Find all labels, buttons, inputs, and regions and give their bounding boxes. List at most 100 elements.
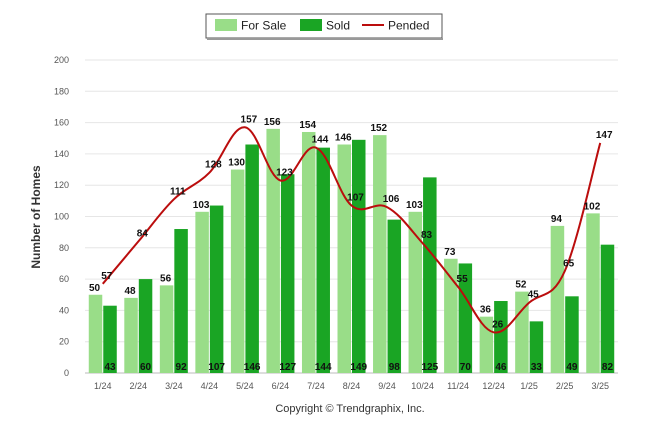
- for-sale-value-label: 56: [160, 273, 172, 284]
- y-tick-label: 40: [59, 305, 69, 315]
- x-tick-label: 1/24: [94, 381, 112, 391]
- pended-value-label: 84: [137, 229, 149, 240]
- pended-value-label: 147: [596, 130, 613, 141]
- copyright-text: Copyright © Trendgraphix, Inc.: [275, 403, 424, 415]
- sold-value-label: 146: [244, 362, 261, 373]
- legend-swatch: [215, 19, 237, 31]
- for-sale-value-label: 73: [444, 247, 456, 258]
- sold-bar: [138, 279, 153, 373]
- for-sale-value-label: 130: [228, 158, 245, 169]
- x-tick-label: 9/24: [378, 381, 396, 391]
- sold-value-label: 49: [566, 362, 578, 373]
- pended-value-label: 57: [101, 271, 113, 282]
- for-sale-value-label: 103: [406, 200, 423, 211]
- for-sale-value-label: 156: [264, 117, 281, 128]
- legend-box: [205, 13, 443, 39]
- y-tick-label: 100: [54, 212, 69, 222]
- sold-value-label: 92: [176, 362, 188, 373]
- sold-bar: [387, 219, 402, 373]
- sold-bar: [494, 301, 508, 373]
- sold-value-label: 144: [315, 362, 332, 373]
- sold-bar: [565, 296, 579, 373]
- pended-line: [102, 126, 602, 334]
- sold-value-label: 43: [104, 362, 116, 373]
- y-tick-label: 140: [54, 149, 69, 159]
- for-sale-bar: [550, 225, 565, 373]
- x-tick-label: 4/24: [201, 381, 219, 391]
- for-sale-value-label: 50: [89, 283, 101, 294]
- for-sale-bar: [586, 213, 600, 373]
- x-tick-label: 6/24: [272, 381, 290, 391]
- for-sale-value-label: 48: [124, 286, 136, 297]
- legend-swatch: [300, 19, 322, 31]
- pended-value-label: 65: [563, 258, 575, 269]
- for-sale-bar: [195, 211, 209, 373]
- y-tick-label: 160: [54, 118, 69, 128]
- pended-value-label: 128: [205, 160, 222, 171]
- x-tick-label: 5/24: [236, 381, 254, 391]
- for-sale-bar: [515, 291, 529, 373]
- for-sale-bar: [124, 297, 138, 373]
- sold-value-label: 98: [389, 362, 401, 373]
- x-tick-label: 7/24: [307, 381, 325, 391]
- y-tick-label: 200: [54, 55, 69, 65]
- sold-value-label: 70: [460, 362, 472, 373]
- sold-value-label: 107: [208, 362, 225, 373]
- pended-value-label: 123: [276, 168, 293, 179]
- pended-value-label: 157: [241, 114, 258, 125]
- sold-value-label: 82: [602, 362, 614, 373]
- sold-bar: [423, 177, 437, 373]
- pended-value-label: 45: [528, 290, 540, 301]
- for-sale-bar: [159, 285, 174, 373]
- y-tick-label: 20: [59, 337, 69, 347]
- y-tick-label: 120: [54, 180, 69, 190]
- for-sale-value-label: 102: [584, 201, 601, 212]
- sold-value-label: 149: [350, 362, 367, 373]
- y-tick-label: 0: [64, 368, 69, 378]
- y-tick-label: 180: [54, 86, 69, 96]
- x-tick-label: 8/24: [343, 381, 361, 391]
- y-axis-ticks: 0 20 40 60 80 100 120 140 160 180 200: [54, 55, 69, 378]
- legend: For Sale Sold Pended: [205, 13, 443, 40]
- sold-value-label: 46: [495, 362, 507, 373]
- x-tick-label: 2/24: [130, 381, 148, 391]
- x-tick-label: 12/24: [482, 381, 505, 391]
- sold-bar: [174, 229, 188, 373]
- x-axis-ticks: 1/24 2/24 3/24 4/24 5/24 6/24 7/24 8/24 9/24 10/2…: [94, 381, 609, 391]
- pended-value-label: 26: [492, 319, 504, 330]
- x-tick-label: 2/25: [556, 381, 574, 391]
- sold-value-label: 33: [531, 362, 543, 373]
- for-sale-value-label: 152: [370, 123, 387, 134]
- pended-value-label: 144: [312, 135, 329, 146]
- for-sale-value-label: 103: [193, 200, 210, 211]
- for-sale-bar: [444, 258, 458, 373]
- sold-bar: [316, 147, 330, 373]
- sold-bar: [352, 139, 366, 373]
- for-sale-value-label: 94: [551, 214, 563, 225]
- sold-bar: [280, 174, 295, 373]
- sold-bar: [103, 305, 117, 373]
- for-sale-bar: [88, 294, 103, 373]
- gridlines: [85, 59, 618, 374]
- sold-value-label: 60: [140, 362, 152, 373]
- y-tick-label: 80: [59, 243, 69, 253]
- data-labels: 50 43 48 60 56 92 103 107 130 146 156 127 154 144 146 1…: [89, 114, 614, 373]
- for-sale-value-label: 146: [335, 133, 352, 144]
- pended-value-label: 106: [383, 194, 400, 205]
- x-tick-label: 10/24: [411, 381, 434, 391]
- for-sale-bar: [408, 211, 423, 373]
- pended-value-label: 55: [457, 274, 469, 285]
- y-axis-title: Number of Homes: [29, 165, 43, 269]
- for-sale-value-label: 36: [480, 305, 492, 316]
- x-tick-label: 3/24: [165, 381, 183, 391]
- pended-value-label: 83: [421, 230, 433, 241]
- x-tick-label: 11/24: [447, 381, 469, 391]
- x-tick-label: 1/25: [520, 381, 538, 391]
- x-tick-label: 3/25: [591, 381, 609, 391]
- for-sale-bar: [230, 169, 245, 373]
- for-sale-value-label: 154: [299, 120, 316, 131]
- legend-label: Pended: [388, 19, 429, 33]
- y-tick-label: 60: [59, 274, 69, 284]
- legend-label: Sold: [326, 19, 350, 33]
